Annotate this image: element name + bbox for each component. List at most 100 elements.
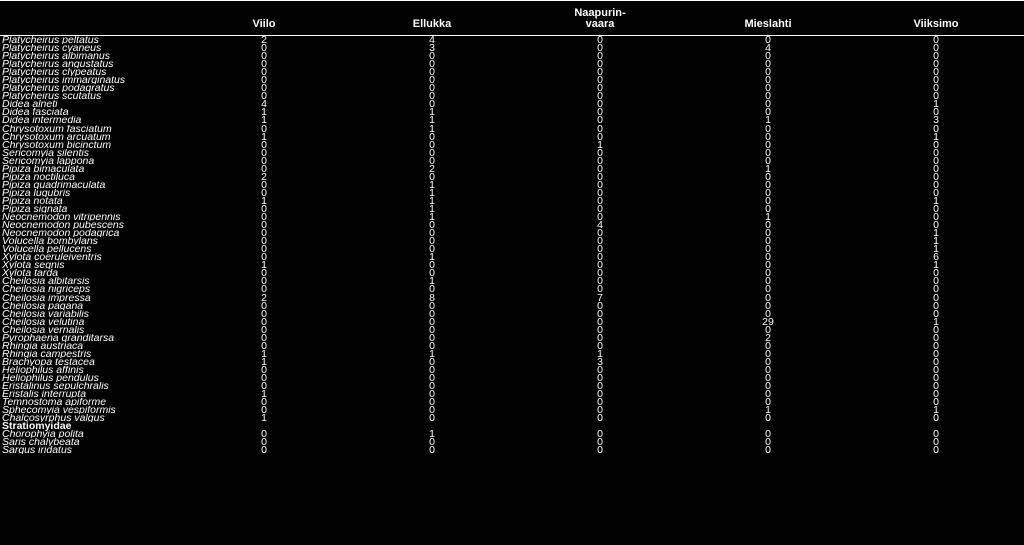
count-cell: 1: [1020, 302, 1024, 310]
table-row: Neocnemodon vitripennis010101: [0, 213, 1024, 221]
table-row: Platycheirus scutatus000001: [0, 92, 1024, 100]
count-cell: 13: [1020, 149, 1024, 157]
count-cell: 0: [1020, 430, 1024, 438]
table-row: Platycheirus peltatus2400074: [0, 36, 1024, 45]
species-name: Pipiza quadrimaculata: [0, 181, 180, 189]
species-name: Neocnemodon pubescens: [0, 221, 180, 229]
table-row: Sargus iridatus000000: [0, 446, 1024, 454]
count-cell: 0: [516, 446, 684, 454]
count-cell: 0: [348, 446, 516, 454]
species-name: Xylota coeruleiventris: [0, 253, 180, 261]
header-ellukka-malaise: Ellukkamalaise: [1020, 1, 1024, 36]
table-row: Cheilosia albitarsis010001: [0, 277, 1024, 285]
species-name: Temnostoma apiforme: [0, 398, 180, 406]
species-name: Brachyopa testacea: [0, 358, 180, 366]
species-name: Pyrophaena granditarsa: [0, 334, 180, 342]
table-row: Brachyopa testacea10300: [0, 358, 1024, 366]
count-cell: 1: [1020, 84, 1024, 92]
count-cell: [1020, 382, 1024, 390]
table-row: Platycheirus albimanus000001: [0, 52, 1024, 60]
count-cell: 0: [1020, 446, 1024, 454]
table-row: Chalcosyrphus valgus100000: [0, 414, 1024, 422]
table-row: Platycheirus cyaneus0304025: [0, 44, 1024, 52]
header-viilo: Viilo: [180, 1, 348, 36]
species-name: Didea alneti: [0, 100, 180, 108]
header-naapurinvaara: Naapurin-vaara: [516, 1, 684, 36]
species-name: Sericomyia lappona: [0, 157, 180, 165]
table-row: Pipiza bimaculata020102: [0, 165, 1024, 173]
count-cell: 0: [516, 414, 684, 422]
table-row: Stratiomyidae: [0, 422, 1024, 430]
count-cell: 2: [1020, 60, 1024, 68]
species-name: Sericomyia silentis: [0, 149, 180, 157]
species-name: Cheilosia vernalis: [0, 326, 180, 334]
species-name: Platycheirus peltatus: [0, 36, 180, 45]
table-row: Sericomyia lappona000000: [0, 157, 1024, 165]
count-cell: 0: [1020, 197, 1024, 205]
count-cell: 0: [1020, 438, 1024, 446]
table-row: Eristalinus sepulchralis00000: [0, 382, 1024, 390]
count-cell: 0: [1020, 116, 1024, 124]
count-cell: 0: [1020, 157, 1024, 165]
species-name: Xylota tarda: [0, 269, 180, 277]
table-row: Chrysotoxum fasciatum010000: [0, 125, 1024, 133]
table-row: Eristalis interrupta10000: [0, 390, 1024, 398]
table-row: Pyrophaena granditarsa000207: [0, 334, 1024, 342]
species-name: Sphecomyia vespiformis: [0, 406, 180, 414]
species-name: Chrysotoxum bicinctum: [0, 141, 180, 149]
count-cell: 0: [1020, 229, 1024, 237]
count-cell: 6: [1020, 261, 1024, 269]
table-row: Heliophilus pendulus00000: [0, 374, 1024, 382]
table-row: Rhingia campestris111003: [0, 350, 1024, 358]
table-row: Chrysotoxum arcuatum100010: [0, 133, 1024, 141]
table-row: Pipiza notata110010: [0, 197, 1024, 205]
count-cell: 1: [1020, 181, 1024, 189]
species-name: Volucella pellucens: [0, 245, 180, 253]
count-cell: 4: [1020, 173, 1024, 181]
species-name: Cheilosia nigriceps: [0, 285, 180, 293]
table-row: Volucella pellucens000016: [0, 245, 1024, 253]
table-row: Cheilosia nigriceps0000010: [0, 285, 1024, 293]
count-cell: 74: [1020, 36, 1024, 45]
species-name: Rhingia campestris: [0, 350, 180, 358]
species-name: Rhingia austriaca: [0, 342, 180, 350]
count-cell: 2: [1020, 165, 1024, 173]
count-cell: [1020, 374, 1024, 382]
table-row: Xylota coeruleiventris010061: [0, 253, 1024, 261]
table-row: Cheilosia vernalis000001: [0, 326, 1024, 334]
species-name: Pipiza lugubris: [0, 189, 180, 197]
count-cell: 0: [1020, 414, 1024, 422]
table-row: Chrysotoxum bicinctum0010021: [0, 141, 1024, 149]
count-cell: 2: [1020, 221, 1024, 229]
species-name: Xylota segnis: [0, 261, 180, 269]
table-row: Cheilosia velutina000291333: [0, 318, 1024, 326]
count-cell: 333: [1020, 318, 1024, 326]
count-cell: [1020, 358, 1024, 366]
count-cell: 0: [348, 414, 516, 422]
table-row: Platycheirus angustatus000002: [0, 60, 1024, 68]
table-row: Cheilosia variabilis000003: [0, 310, 1024, 318]
species-name: Platycheirus angustatus: [0, 60, 180, 68]
table-row: Neocnemodon podagrica000010: [0, 229, 1024, 237]
count-cell: 0: [684, 414, 852, 422]
count-cell: 21: [1020, 141, 1024, 149]
species-name: Platycheirus albimanus: [0, 52, 180, 60]
count-cell: 1: [1020, 294, 1024, 302]
table-row: Didea fasciata110001: [0, 108, 1024, 116]
table-row: Pipiza signata010003: [0, 205, 1024, 213]
table-row: Sericomyia silentis0000013: [0, 149, 1024, 157]
count-cell: 1: [1020, 277, 1024, 285]
table-row: Platycheirus immarginatus000001: [0, 76, 1024, 84]
table-row: Xylota tarda000003: [0, 269, 1024, 277]
table-row: Cheilosia pagana000001: [0, 302, 1024, 310]
table-row: Chorophyia polita010000: [0, 430, 1024, 438]
count-cell: 3: [1020, 310, 1024, 318]
species-name: Eristalinus sepulchralis: [0, 382, 180, 390]
species-name: Heliophilus pendulus: [0, 374, 180, 382]
species-name: Cheilosia velutina: [0, 318, 180, 326]
table-row: Neocnemodon pubescens004002: [0, 221, 1024, 229]
count-cell: 3: [1020, 350, 1024, 358]
species-name: Neocnemodon podagrica: [0, 229, 180, 237]
species-name: Platycheirus scutatus: [0, 92, 180, 100]
count-cell: 0: [684, 446, 852, 454]
